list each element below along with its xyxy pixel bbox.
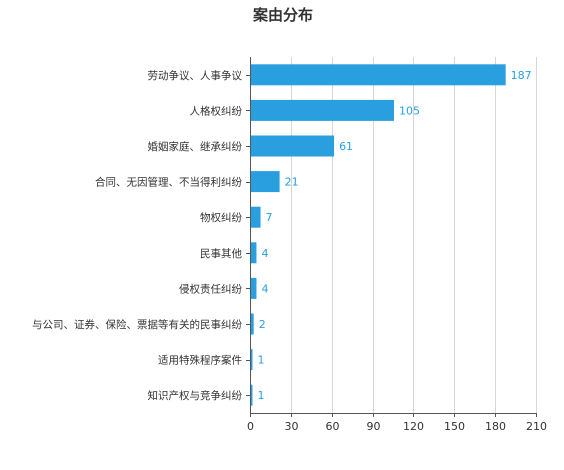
chart-title: 案由分布 <box>252 6 313 24</box>
category-label: 侵权责任纠纷 <box>179 282 242 295</box>
axis-layer: 0 30 60 90 120 150 180 210 <box>246 57 547 433</box>
bar <box>251 349 253 371</box>
value-label: 105 <box>399 104 420 117</box>
bar <box>251 135 335 157</box>
category-label: 劳动争议、人事争议 <box>148 69 243 82</box>
value-label: 2 <box>259 318 266 331</box>
bar <box>251 64 506 86</box>
bar <box>251 384 253 406</box>
value-label: 61 <box>339 140 353 153</box>
value-label: 4 <box>261 282 268 295</box>
x-tick-label: 30 <box>285 420 299 433</box>
x-tick-label: 60 <box>326 420 340 433</box>
value-label: 4 <box>261 247 268 260</box>
value-label: 1 <box>258 354 265 367</box>
bar <box>251 99 394 121</box>
value-label: 1 <box>258 389 265 402</box>
x-tick-label: 150 <box>444 420 465 433</box>
x-tick-label: 120 <box>403 420 424 433</box>
value-label: 21 <box>285 176 299 189</box>
value-label: 187 <box>511 69 532 82</box>
category-labels: 劳动争议、人事争议人格权纠纷婚姻家庭、继承纠纷合同、无因管理、不当得利纠纷物权纠… <box>32 69 242 402</box>
category-label: 物权纠纷 <box>200 211 242 224</box>
category-label: 知识产权与竞争纠纷 <box>148 389 243 402</box>
bar <box>251 242 257 264</box>
category-label: 婚姻家庭、继承纠纷 <box>148 140 243 153</box>
x-tick-label: 210 <box>526 420 547 433</box>
x-tick-label: 0 <box>247 420 254 433</box>
bar <box>251 277 257 299</box>
value-label: 7 <box>266 211 273 224</box>
category-label: 合同、无因管理、不当得利纠纷 <box>95 176 242 189</box>
x-tick-label: 90 <box>367 420 381 433</box>
x-tick-label: 180 <box>485 420 506 433</box>
bar <box>251 171 280 193</box>
bar <box>251 206 261 228</box>
category-label: 适用特殊程序案件 <box>158 354 242 367</box>
bar <box>251 313 254 335</box>
category-label: 人格权纠纷 <box>190 104 243 117</box>
bar-layer <box>251 64 506 406</box>
category-label: 与公司、证券、保险、票据等有关的民事纠纷 <box>32 318 242 331</box>
category-label: 民事其他 <box>200 247 242 260</box>
